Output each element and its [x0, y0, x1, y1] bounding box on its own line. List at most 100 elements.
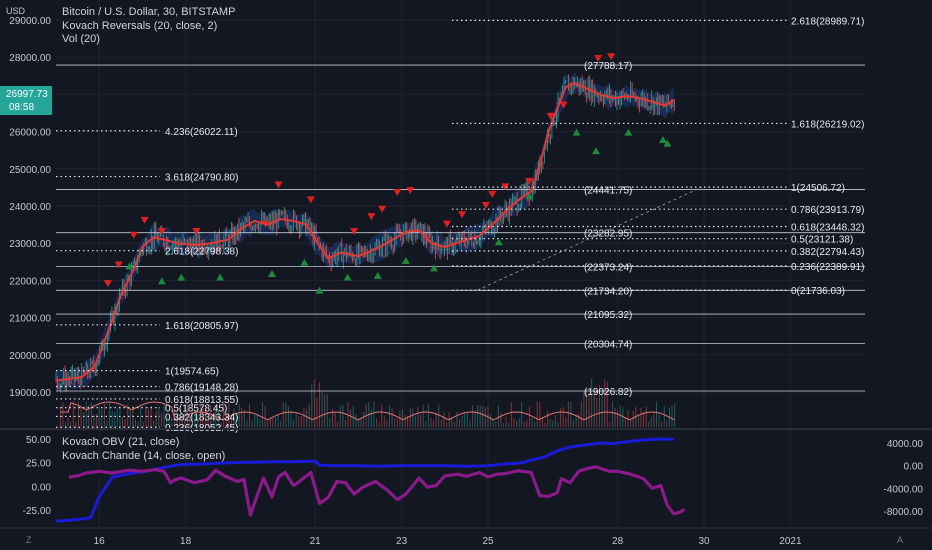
reversal-markers [103, 53, 672, 294]
fib-left-label: 0.5(18578.45) [165, 404, 227, 415]
sell-marker [274, 181, 283, 189]
ma-line [55, 82, 675, 382]
buy-marker [373, 271, 382, 279]
fib-right-label: 0.786(23913.79) [791, 205, 864, 216]
sell-marker [378, 205, 387, 213]
fib-right-label: 1(24506.72) [791, 183, 845, 194]
sell-marker [442, 220, 451, 228]
buy-marker [216, 273, 225, 281]
indicator-kovach-obv[interactable]: Kovach OBV (21, close) [62, 436, 179, 448]
time-tick-label: 25 [482, 536, 494, 547]
sell-marker [546, 112, 555, 120]
time-tick-label: 28 [612, 536, 624, 547]
time-tick-label: 30 [698, 536, 710, 547]
sell-marker [129, 231, 138, 239]
price-tick-label: 23000.00 [9, 239, 51, 250]
buy-marker [157, 277, 166, 285]
level-label: (27788.17) [584, 61, 632, 72]
buy-marker [663, 139, 672, 147]
current-price: 26997.73 [6, 89, 48, 100]
buy-marker [494, 238, 503, 246]
buy-marker [592, 147, 600, 155]
fib-right-label: 1.618(26219.02) [791, 119, 864, 130]
sell-marker [157, 228, 166, 236]
level-label: (23282.95) [584, 229, 632, 240]
chart-title: Bitcoin / U.S. Dollar, 30, BITSTAMP [62, 6, 235, 18]
band-fill [56, 72, 674, 392]
price-band [56, 72, 674, 392]
sell-marker [559, 101, 568, 109]
fib-left-label: 4.236(26022.11) [165, 127, 238, 138]
level-label: (21734.20) [584, 286, 632, 297]
grid [56, 0, 866, 528]
level-label: (19026.82) [584, 387, 632, 398]
sell-marker [140, 216, 149, 224]
sell-marker [488, 190, 497, 198]
sell-marker [350, 228, 359, 236]
sell-marker [458, 211, 467, 219]
sell-marker [192, 228, 201, 236]
auto-scale-icon[interactable]: A [897, 535, 903, 545]
fib-left-label: 0.618(18813.55) [165, 395, 238, 406]
fib-left-label: 0.382(18343.34) [165, 412, 238, 423]
price-tick-label: 29000.00 [9, 16, 51, 27]
fib-right-label: 0.382(22794.43) [791, 247, 864, 258]
buy-marker [430, 264, 438, 272]
buy-marker [315, 286, 324, 294]
moving-average [55, 82, 675, 382]
volume-ma-line [60, 401, 675, 421]
time-tick-label: 23 [396, 536, 408, 547]
sell-marker [525, 177, 534, 185]
indicator-kovach-chande[interactable]: Kovach Chande (14, close, open) [62, 450, 225, 462]
fib-right-label: 0(21736.03) [791, 286, 845, 297]
price-tick-label: 22000.00 [9, 276, 51, 287]
sell-marker [306, 196, 315, 204]
currency-label: USD [6, 6, 26, 16]
sell-marker [501, 183, 510, 191]
price-tick-label: 21000.00 [9, 314, 51, 325]
price-tick-label: 24000.00 [9, 202, 51, 213]
price-tick-label: 28000.00 [9, 53, 51, 64]
buy-marker [343, 273, 352, 281]
sell-marker [607, 53, 616, 61]
buy-marker [572, 128, 581, 136]
time-tick-label: 2021 [779, 536, 802, 547]
fib-left-label: 2.618(22798.38) [165, 247, 238, 258]
level-label: (22373.24) [584, 263, 632, 274]
buy-marker [401, 256, 410, 264]
buy-marker [125, 262, 134, 270]
level-label: (21095.32) [584, 310, 632, 321]
buy-marker [268, 269, 276, 277]
fib-left-label: 1.618(20805.97) [165, 321, 238, 332]
fib-right-label: 0.236(22389.91) [791, 262, 864, 273]
timezone-icon[interactable]: Z [26, 535, 32, 545]
bar-countdown: 08:58 [9, 102, 34, 113]
sell-marker [103, 280, 112, 288]
sell-marker [406, 187, 415, 195]
time-tick-label: 21 [310, 536, 322, 547]
buy-marker [658, 136, 667, 144]
sell-marker [367, 213, 376, 221]
time-tick-label: 16 [94, 536, 106, 547]
buy-marker [624, 128, 633, 136]
level-label: (20304.74) [584, 339, 632, 350]
price-tick-label: 26000.00 [9, 128, 51, 139]
chande-tick-label: -25.00 [23, 506, 52, 517]
buy-marker [300, 258, 309, 266]
indicator-volume[interactable]: Vol (20) [62, 33, 100, 45]
horizontal-levels: (27788.17) (24441.75) (23282.95) (22373.24)… [56, 61, 865, 398]
lower-pane [0, 428, 932, 523]
obv-tick-label: 0.00 [904, 462, 924, 473]
sell-marker [481, 202, 490, 209]
obv-tick-label: -4000.00 [884, 484, 924, 495]
chande-tick-label: 50.00 [26, 435, 51, 446]
buy-marker [525, 191, 534, 199]
obv-tick-label: -8000.00 [884, 507, 924, 518]
price-tick-label: 19000.00 [9, 388, 51, 399]
fib-left-label: 1(19574.65) [165, 367, 219, 378]
indicator-kovach-reversals[interactable]: Kovach Reversals (20, close, 2) [62, 20, 217, 32]
price-tick-label: 20000.00 [9, 351, 51, 362]
chande-line [68, 465, 686, 517]
